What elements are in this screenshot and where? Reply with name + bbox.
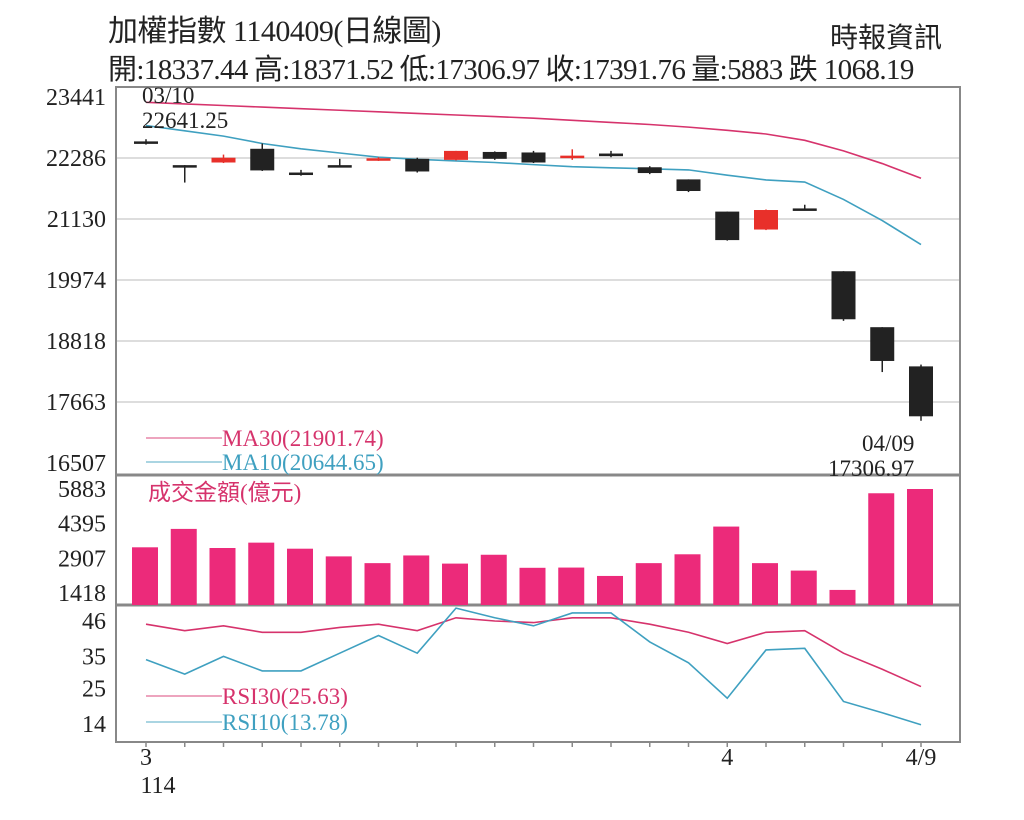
price-tick-label: 19974	[46, 268, 106, 294]
rsi-tick-label: 35	[82, 644, 106, 670]
candle	[521, 152, 546, 163]
annotations: MA30(21901.74)MA10(20644.65) RSI30(25.63)…	[142, 83, 914, 735]
volume-bar	[209, 547, 236, 605]
volume-bar	[248, 542, 275, 605]
change-value: 跌 1068.19	[788, 54, 915, 86]
x-tick-label: 4/9	[906, 745, 937, 771]
volume-bar	[287, 548, 313, 605]
ma-legend-label: MA10(20644.65)	[222, 450, 384, 475]
volume-bar	[325, 556, 352, 605]
candle	[831, 271, 856, 320]
close-value: 收:17391.76	[545, 54, 686, 86]
high-value: 高:18371.52	[253, 54, 394, 86]
volume-bar	[480, 554, 507, 605]
low-value: 低:17306.97	[399, 54, 540, 86]
moving-average-lines	[145, 101, 922, 246]
volume-tick-label: 4395	[58, 512, 106, 538]
x-tick-label: 4	[721, 745, 733, 771]
candle	[289, 172, 313, 176]
ma-legend-label: MA30(21901.74)	[222, 426, 384, 451]
high-date-annotation: 03/10	[142, 83, 194, 108]
candle	[909, 366, 933, 417]
volume-tick-label: 1418	[58, 581, 106, 607]
rsi10-line	[145, 607, 922, 726]
volume-bar	[635, 563, 662, 605]
volume-bars: 成交金額(億元)	[132, 480, 933, 605]
volume-bar	[364, 563, 391, 605]
x-tick-label: 3	[140, 745, 152, 771]
price-tick-label: 18818	[46, 329, 106, 355]
data-source-label: 時報資訊	[830, 23, 943, 54]
volume-bar	[907, 489, 933, 605]
candle	[637, 167, 662, 174]
chart-frame	[115, 86, 961, 743]
candle	[715, 211, 740, 241]
volume-bar	[713, 526, 740, 605]
rsi30-line	[145, 616, 922, 688]
candlesticks	[134, 139, 933, 421]
candle	[792, 208, 817, 211]
candle	[482, 151, 507, 159]
volume-bar	[442, 563, 468, 605]
volume-tick-label: 5883	[58, 477, 106, 503]
candle	[327, 165, 352, 168]
candle	[444, 150, 468, 160]
rsi-legend-label: RSI30(25.63)	[222, 684, 348, 709]
volume-panel-title: 成交金額(億元)	[148, 480, 301, 505]
candle	[560, 155, 585, 159]
volume-bar	[132, 547, 158, 605]
volume-bar	[829, 589, 856, 605]
candle	[754, 210, 778, 230]
volume-bar	[868, 493, 895, 605]
volume-bar	[519, 567, 546, 605]
volume-bar	[170, 528, 197, 605]
candle	[366, 158, 391, 161]
price-tick-label: 22286	[46, 146, 106, 172]
x-year-label: 114	[140, 773, 175, 799]
rsi-lines	[145, 607, 922, 726]
volume-value: 量:5883	[691, 54, 783, 86]
rsi-tick-label: 25	[82, 677, 106, 703]
volume-bar	[674, 554, 701, 605]
ohlc-summary: 開:18337.44 高:18371.52 低:17306.97 收:17391.76…	[108, 46, 920, 88]
price-tick-label: 17663	[46, 390, 106, 416]
price-tick-label: 23441	[46, 85, 106, 111]
price-tick-label: 21130	[47, 207, 106, 233]
volume-bar	[597, 575, 623, 605]
volume-tick-label: 2907	[58, 546, 106, 572]
low-date-annotation: 04/09	[862, 431, 914, 456]
volume-bar	[752, 563, 778, 605]
candle	[870, 327, 895, 361]
volume-bar	[403, 555, 430, 605]
candle	[134, 141, 158, 144]
low-value-annotation: 17306.97	[828, 456, 914, 481]
candle	[250, 148, 275, 171]
volume-bar	[558, 567, 585, 605]
price-tick-label: 16507	[46, 451, 106, 477]
ma10-line	[145, 124, 922, 246]
ma30-line	[145, 101, 922, 179]
volume-bar	[790, 570, 817, 605]
rsi-tick-label: 46	[82, 609, 106, 635]
high-value-annotation: 22641.25	[142, 108, 228, 133]
rsi-legend-label: RSI10(13.78)	[222, 710, 348, 735]
candle	[599, 153, 623, 157]
chart-title: 加權指數 1140409(日線圖)	[108, 15, 441, 48]
candle	[405, 158, 430, 172]
candle	[211, 157, 236, 163]
candle	[172, 165, 197, 168]
rsi-tick-label: 14	[82, 712, 106, 738]
open-value: 開:18337.44	[108, 54, 248, 86]
candle	[676, 179, 701, 192]
